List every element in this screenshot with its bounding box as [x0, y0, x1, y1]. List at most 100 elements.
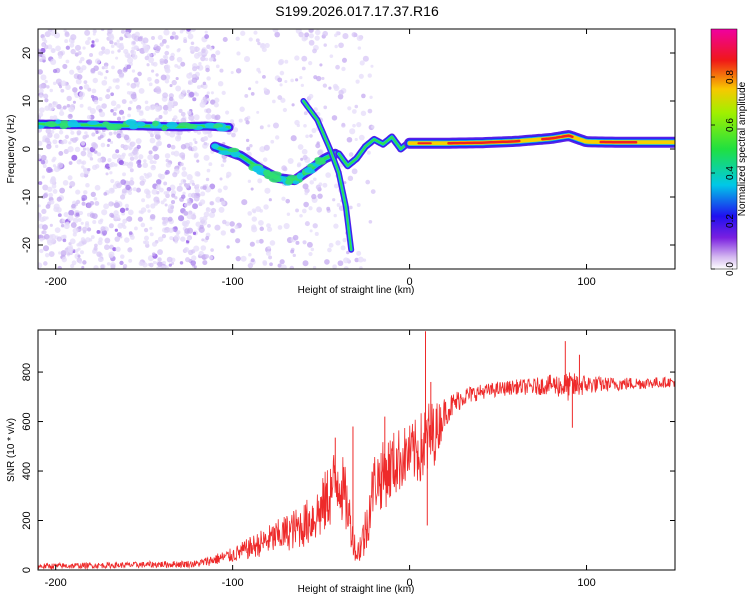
spectrogram-noise-point	[182, 179, 187, 183]
spectrogram-noise-point	[151, 241, 158, 247]
snr-y-tick-label: 600	[21, 412, 33, 430]
spectrogram-noise-point	[179, 162, 184, 167]
spectrogram-noise-point	[310, 247, 315, 252]
spectrogram-noise-point	[120, 179, 127, 186]
spectrogram-noise-point	[303, 201, 309, 208]
spectrogram-noise-point	[169, 131, 176, 138]
spectrogram-noise-point	[341, 57, 347, 63]
spectrogram-noise-point	[225, 110, 230, 115]
spectrogram-noise-point	[63, 223, 70, 230]
spectrogram-noise-point	[183, 247, 190, 253]
spectrogram-noise-point	[46, 85, 50, 89]
spectrogram-noise-point	[100, 46, 106, 51]
spectrogram-noise-point	[241, 199, 248, 206]
spectrogram-blob	[55, 119, 62, 125]
spectrogram-noise-point	[308, 33, 314, 39]
spectrogram-noise-point	[100, 226, 106, 232]
spectrogram-noise-point	[92, 32, 96, 36]
spectrogram-blob	[230, 150, 241, 158]
spectrogram-noise-point	[172, 226, 178, 233]
spectrogram-blob	[296, 172, 304, 180]
spectrogram-noise-point	[43, 233, 50, 240]
spectrogram-noise-point	[315, 143, 321, 149]
snr-frame	[37, 329, 676, 571]
spectrogram-noise-point	[70, 39, 75, 44]
spectrogram-noise-point	[247, 179, 252, 183]
spectrogram-noise-point	[78, 159, 82, 163]
spectrogram-noise-point	[278, 59, 284, 66]
spectrogram-noise-point	[176, 56, 183, 63]
spectrogram-noise-point	[163, 181, 168, 186]
spectrogram-noise-point	[267, 245, 271, 250]
spectrogram-noise-point	[112, 78, 117, 83]
spectrogram-noise-point	[329, 54, 334, 58]
spectrogram-noise-point	[119, 154, 125, 160]
spectrogram-noise-point	[139, 180, 145, 186]
spectrogram-noise-point	[356, 250, 362, 256]
spectrogram-noise-point	[64, 134, 69, 139]
spectrogram-noise-point	[155, 141, 162, 147]
spectrogram-noise-point	[63, 211, 69, 218]
spectrogram-noise-point	[57, 162, 64, 169]
spectrogram-noise-point	[189, 45, 196, 52]
spectrogram-noise-point	[153, 201, 159, 206]
spectrogram-noise-point	[247, 211, 253, 216]
spectrogram-noise-point	[151, 105, 156, 110]
spectrogram-noise-point	[162, 92, 169, 99]
spectrogram-noise-point	[207, 224, 211, 228]
spectrogram-y-tick-label: -20	[21, 237, 33, 253]
spectrogram-noise-point	[69, 42, 75, 48]
spectrogram-noise-point	[162, 54, 167, 59]
spectrogram-noise-point	[195, 92, 199, 97]
spectrogram-noise-point	[201, 48, 206, 54]
spectrogram-noise-point	[311, 193, 317, 200]
spectrogram-noise-point	[266, 226, 273, 232]
spectrogram-noise-point	[203, 141, 208, 146]
spectrogram-noise-point	[174, 64, 179, 68]
spectrogram-blob	[44, 121, 59, 128]
snr-y-tick-label: 0	[21, 567, 33, 573]
spectrogram-noise-point	[52, 139, 58, 145]
spectrogram-noise-point	[203, 136, 209, 141]
spectrogram-noise-point	[301, 55, 308, 62]
spectrogram-noise-point	[71, 203, 76, 209]
spectrogram-noise-point	[149, 159, 154, 165]
colorbar-gradient	[711, 29, 737, 269]
spectrogram-noise-point	[295, 78, 299, 82]
spectrogram-noise-point	[222, 219, 227, 225]
spectrogram-noise-point	[131, 69, 136, 73]
spectrogram-noise-point	[101, 209, 108, 216]
spectrogram-noise-point	[124, 161, 129, 167]
spectrogram-noise-point	[74, 146, 81, 153]
spectrogram-noise-point	[79, 103, 84, 108]
spectrogram-noise-point	[101, 103, 107, 109]
spectrogram-noise-point	[101, 66, 105, 70]
spectrogram-noise-point	[290, 78, 294, 83]
spectrogram-blob	[166, 121, 178, 129]
spectrogram-noise-point	[136, 108, 141, 113]
spectrogram-noise-point	[113, 210, 119, 216]
spectrogram-noise-point	[128, 231, 133, 235]
spectrogram-noise-point	[162, 104, 169, 111]
spectrogram-noise-point	[149, 137, 156, 144]
spectrogram-layer	[38, 29, 675, 269]
spectrogram-noise-point	[145, 193, 151, 199]
spectrogram-noise-point	[243, 55, 251, 63]
spectrogram-noise-point	[161, 216, 166, 221]
spectrogram-noise-point	[342, 33, 349, 40]
spectrogram-noise-point	[51, 183, 57, 189]
spectrogram-noise-point	[86, 227, 92, 232]
spectrogram-noise-point	[168, 96, 174, 102]
spectrogram-noise-point	[99, 218, 104, 223]
spectrogram-noise-point	[283, 222, 290, 230]
spectrogram-noise-point	[315, 184, 322, 190]
spectrogram-noise-point	[81, 197, 86, 202]
spectrogram-noise-point	[190, 260, 196, 266]
spectrogram-noise-point	[148, 56, 155, 63]
spectrogram-noise-point	[215, 196, 222, 203]
spectrogram-noise-point	[166, 132, 170, 136]
spectrogram-noise-point	[122, 266, 127, 269]
spectrogram-noise-point	[354, 104, 359, 109]
spectrogram-noise-point	[184, 203, 188, 207]
spectrogram-noise-point	[41, 55, 46, 61]
